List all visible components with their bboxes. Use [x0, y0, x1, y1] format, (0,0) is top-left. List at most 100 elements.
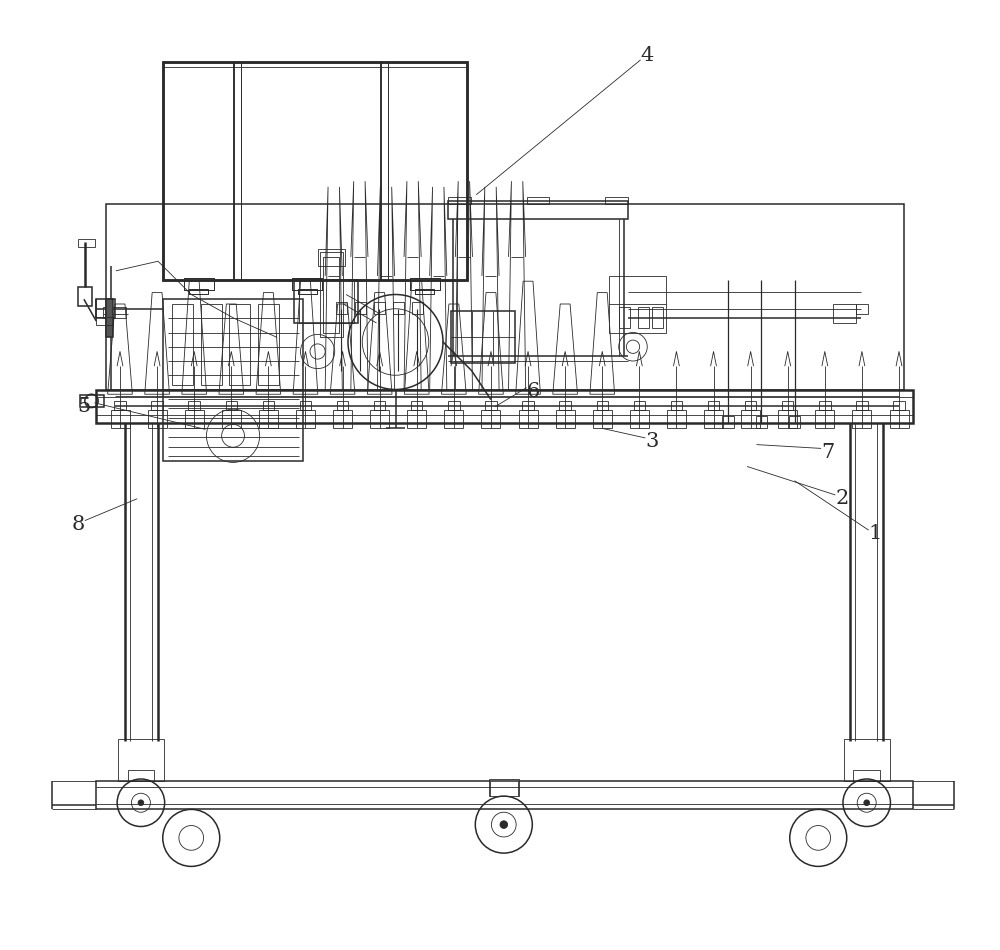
Bar — [448, 201, 628, 219]
Bar — [415, 289, 434, 294]
Bar — [619, 307, 630, 328]
Bar — [741, 410, 760, 428]
Bar — [789, 416, 800, 428]
Bar — [893, 401, 905, 410]
Bar — [300, 401, 311, 410]
Bar — [410, 278, 440, 290]
Bar — [318, 249, 345, 266]
Bar — [374, 302, 385, 314]
Bar — [163, 390, 303, 461]
Bar — [890, 410, 908, 428]
Circle shape — [138, 800, 144, 806]
Bar — [148, 410, 167, 428]
Bar — [222, 410, 241, 428]
Bar — [448, 197, 471, 204]
Bar — [259, 410, 278, 428]
Bar — [671, 401, 682, 410]
Bar — [96, 390, 913, 423]
Bar — [114, 401, 126, 410]
Bar — [407, 410, 426, 428]
Bar — [118, 739, 164, 781]
Bar — [201, 304, 222, 385]
Bar — [96, 781, 913, 809]
Bar — [96, 317, 113, 325]
Bar — [111, 410, 130, 428]
Text: 1: 1 — [869, 524, 882, 543]
Bar — [163, 299, 303, 390]
Bar — [559, 401, 571, 410]
Bar — [605, 197, 628, 204]
Bar — [756, 416, 767, 428]
Bar — [485, 401, 497, 410]
Text: 5: 5 — [77, 397, 91, 416]
Bar — [226, 401, 237, 410]
Bar — [856, 401, 868, 410]
Bar — [489, 779, 519, 796]
Bar — [163, 62, 467, 280]
Bar — [522, 401, 534, 410]
Bar — [634, 401, 645, 410]
Bar — [815, 410, 834, 428]
Bar — [708, 401, 719, 410]
Bar — [782, 401, 793, 410]
Bar — [448, 401, 460, 410]
Bar — [609, 276, 666, 332]
Bar — [165, 64, 465, 278]
Bar — [593, 410, 612, 428]
Bar — [667, 410, 686, 428]
Bar — [320, 252, 343, 337]
Bar — [172, 304, 193, 385]
Text: 3: 3 — [645, 432, 659, 451]
Bar — [189, 289, 208, 294]
Bar — [333, 410, 352, 428]
Text: 6: 6 — [527, 382, 540, 401]
Bar — [638, 307, 649, 328]
Bar — [298, 289, 317, 294]
Bar — [106, 204, 904, 390]
Text: 2: 2 — [835, 489, 849, 508]
Bar — [188, 401, 200, 410]
Bar — [527, 197, 549, 204]
Bar — [336, 302, 347, 314]
Bar — [852, 410, 871, 428]
Bar — [704, 410, 723, 428]
Bar — [80, 395, 104, 407]
Bar — [722, 416, 734, 428]
Bar — [337, 401, 348, 410]
Bar — [184, 278, 214, 290]
Text: 4: 4 — [641, 46, 654, 65]
Bar — [832, 304, 856, 323]
Bar — [597, 401, 608, 410]
Bar — [103, 307, 126, 318]
Bar — [298, 289, 317, 294]
Bar — [519, 410, 538, 428]
Bar — [411, 401, 422, 410]
Text: 7: 7 — [821, 443, 834, 462]
Bar — [355, 302, 366, 314]
Bar — [78, 239, 95, 247]
Bar — [294, 280, 358, 323]
Bar — [451, 311, 515, 363]
Bar — [189, 289, 208, 294]
Bar — [374, 401, 385, 410]
Bar — [415, 289, 434, 294]
Bar — [444, 410, 463, 428]
Bar — [229, 304, 250, 385]
Bar — [853, 770, 880, 781]
Bar — [106, 299, 113, 337]
Bar — [323, 256, 339, 332]
Bar — [96, 299, 115, 318]
Bar — [652, 307, 663, 328]
Bar — [184, 278, 214, 290]
Bar — [410, 278, 440, 290]
Bar — [556, 410, 575, 428]
Bar — [151, 401, 163, 410]
Text: 8: 8 — [72, 515, 85, 534]
Circle shape — [500, 821, 508, 828]
Bar — [296, 410, 315, 428]
Bar — [163, 62, 467, 280]
Bar — [778, 410, 797, 428]
Bar — [819, 401, 831, 410]
Bar — [393, 302, 404, 314]
Bar — [292, 278, 322, 290]
